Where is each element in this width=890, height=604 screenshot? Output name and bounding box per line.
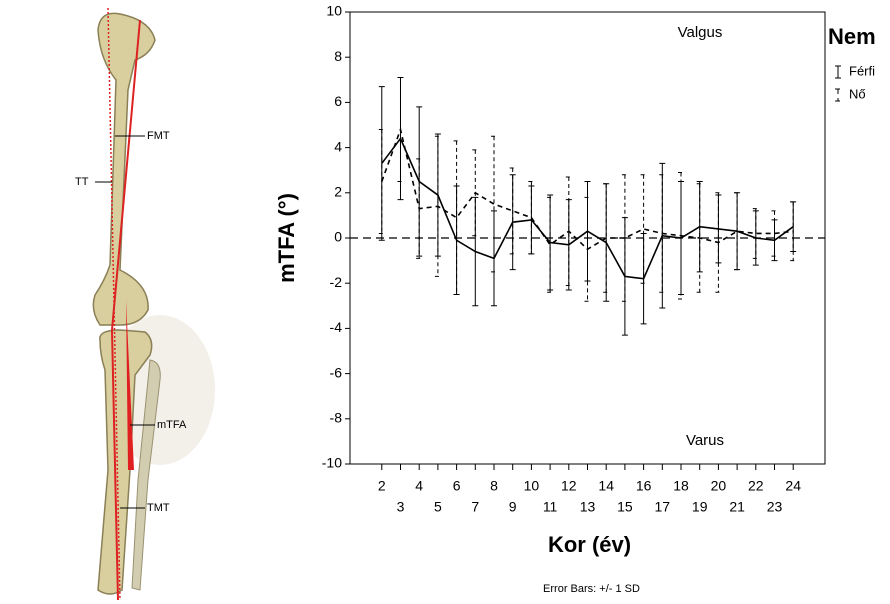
- x-tick-label: 4: [415, 478, 423, 494]
- y-tick-label: -8: [330, 410, 343, 426]
- error-bar: [621, 174, 628, 302]
- x-tick-label: 11: [543, 499, 558, 515]
- x-tick-label: 9: [509, 499, 517, 515]
- x-tick-label: 15: [617, 499, 633, 515]
- x-tick-label: 6: [453, 478, 461, 494]
- legend-swatch: [835, 88, 841, 102]
- y-tick-label: 10: [326, 3, 342, 19]
- x-tick-label: 19: [692, 499, 708, 515]
- footnote: Error Bars: +/- 1 SD: [543, 583, 640, 595]
- x-tick-label: 18: [673, 478, 689, 494]
- y-tick-label: 8: [334, 48, 342, 64]
- illustration-label: mTFA: [157, 419, 187, 431]
- mtfa-angle: [126, 300, 134, 470]
- error-bar: [603, 183, 610, 293]
- error-bar: [752, 208, 759, 259]
- error-bar: [734, 192, 741, 271]
- error-bar: [565, 176, 572, 286]
- y-tick-label: 6: [334, 93, 342, 109]
- x-tick-label: 3: [397, 499, 405, 515]
- error-bar: [453, 140, 460, 295]
- y-tick-label: 4: [334, 138, 342, 154]
- x-tick-label: 23: [767, 499, 783, 515]
- legend-label: Nő: [849, 86, 866, 101]
- x-tick-label: 5: [434, 499, 442, 515]
- illustration-label: FMT: [147, 130, 170, 142]
- error-bar: [771, 210, 778, 257]
- x-tick-label: 2: [378, 478, 386, 494]
- x-tick-label: 21: [729, 499, 745, 515]
- error-bar: [547, 196, 554, 293]
- femur: [92, 12, 156, 326]
- x-tick-label: 13: [580, 499, 596, 515]
- y-tick-label: -4: [330, 319, 343, 335]
- series-line: [381, 126, 794, 251]
- error-bar: [378, 129, 385, 234]
- chart: -10-8-6-4-202468102345678910111213141516…: [274, 3, 876, 595]
- y-tick-label: -10: [322, 455, 342, 471]
- x-tick-label: 12: [561, 478, 577, 494]
- tmt-line: [111, 329, 119, 601]
- annotation: Valgus: [678, 24, 723, 41]
- legend-swatch: [835, 65, 841, 79]
- legend-title: Nem: [828, 24, 876, 49]
- y-tick-label: 2: [334, 184, 342, 200]
- x-tick-label: 22: [748, 478, 764, 494]
- y-tick-label: -6: [330, 364, 343, 380]
- series-line: [381, 136, 794, 280]
- x-tick-label: 10: [524, 478, 540, 494]
- error-bar: [696, 183, 703, 293]
- x-tick-label: 17: [655, 499, 671, 515]
- error-bar: [509, 167, 516, 255]
- x-tick-label: 14: [598, 478, 614, 494]
- x-tick-label: 20: [711, 478, 727, 494]
- error-bar: [528, 181, 535, 255]
- fibula: [131, 359, 161, 591]
- x-tick-label: 16: [636, 478, 652, 494]
- x-tick-label: 24: [785, 478, 801, 494]
- y-tick-label: -2: [330, 274, 343, 290]
- illustration-label: TMT: [147, 502, 170, 514]
- error-bar: [790, 201, 797, 262]
- annotation: Varus: [686, 432, 724, 449]
- error-bar: [490, 135, 497, 273]
- fmt-line: [111, 19, 141, 331]
- illustration: FMT TT mTFA TMT: [75, 7, 215, 601]
- illustration-label: TT: [75, 176, 89, 188]
- y-axis-title: mTFA (°): [274, 193, 299, 283]
- legend-label: Férfi: [849, 63, 875, 78]
- x-tick-label: 8: [490, 478, 498, 494]
- x-axis-title: Kor (év): [548, 532, 631, 557]
- error-bar: [640, 174, 647, 284]
- x-tick-label: 7: [471, 499, 479, 515]
- y-tick-label: 0: [334, 229, 342, 245]
